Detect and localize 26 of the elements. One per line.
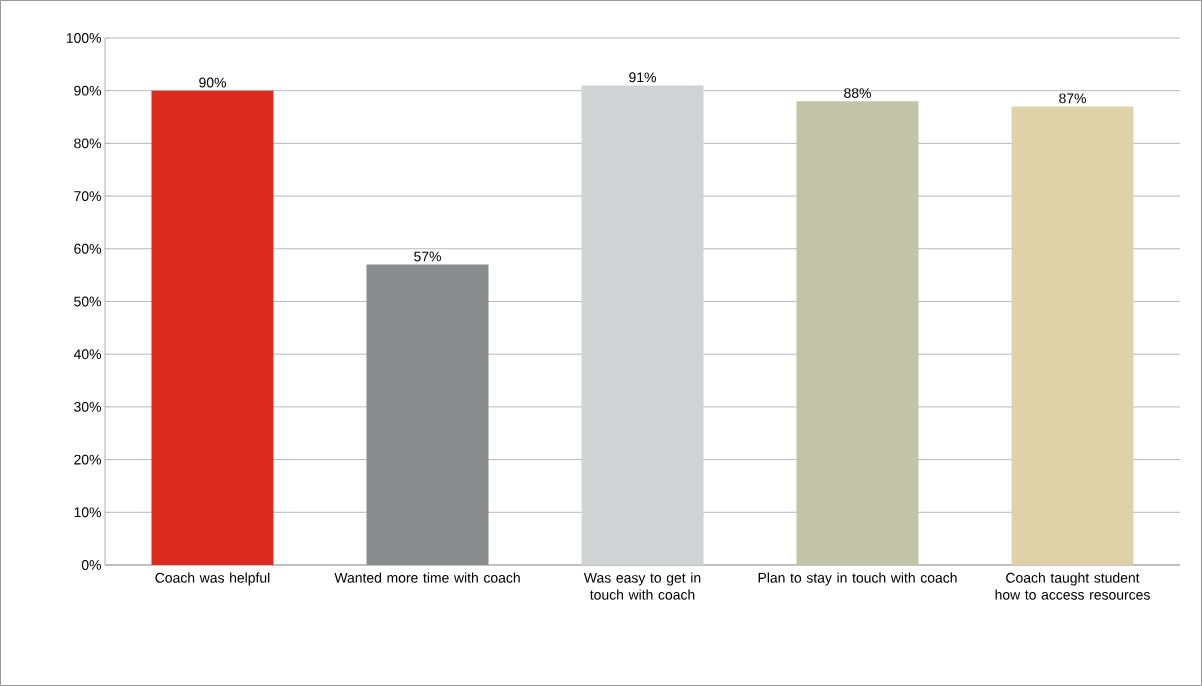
bar <box>151 90 274 565</box>
y-tick-label: 50% <box>74 296 101 307</box>
data-label: 57% <box>414 251 441 262</box>
y-tick-label: 20% <box>74 454 101 465</box>
y-tick-label: 30% <box>74 401 101 412</box>
x-tick-label: Coach taught student how to access resources <box>995 572 1150 600</box>
x-tick-label: Was easy to get in touch with coach <box>583 572 701 600</box>
x-tick-label: Coach was helpful <box>155 572 270 586</box>
data-label: 88% <box>844 88 871 99</box>
y-tick-label: 10% <box>74 507 101 518</box>
y-tick-label: 80% <box>74 138 101 149</box>
y-tick-label: 40% <box>73 349 101 360</box>
y-tick-label: 100% <box>66 33 101 43</box>
bar <box>796 101 919 565</box>
data-label: 91% <box>629 72 656 83</box>
y-tick-label: 60% <box>74 243 101 254</box>
bar <box>366 264 489 565</box>
bar <box>581 85 704 565</box>
y-tick-label: 70% <box>74 191 101 202</box>
bar <box>1011 106 1134 565</box>
x-tick-label: Wanted more time with coach <box>334 572 520 583</box>
y-tick-label: 0% <box>81 560 101 570</box>
x-tick-label: Plan to stay in touch with coach <box>758 572 957 586</box>
y-tick-label: 90% <box>74 85 101 96</box>
data-label: 87% <box>1059 93 1086 104</box>
data-label: 90% <box>199 77 226 88</box>
